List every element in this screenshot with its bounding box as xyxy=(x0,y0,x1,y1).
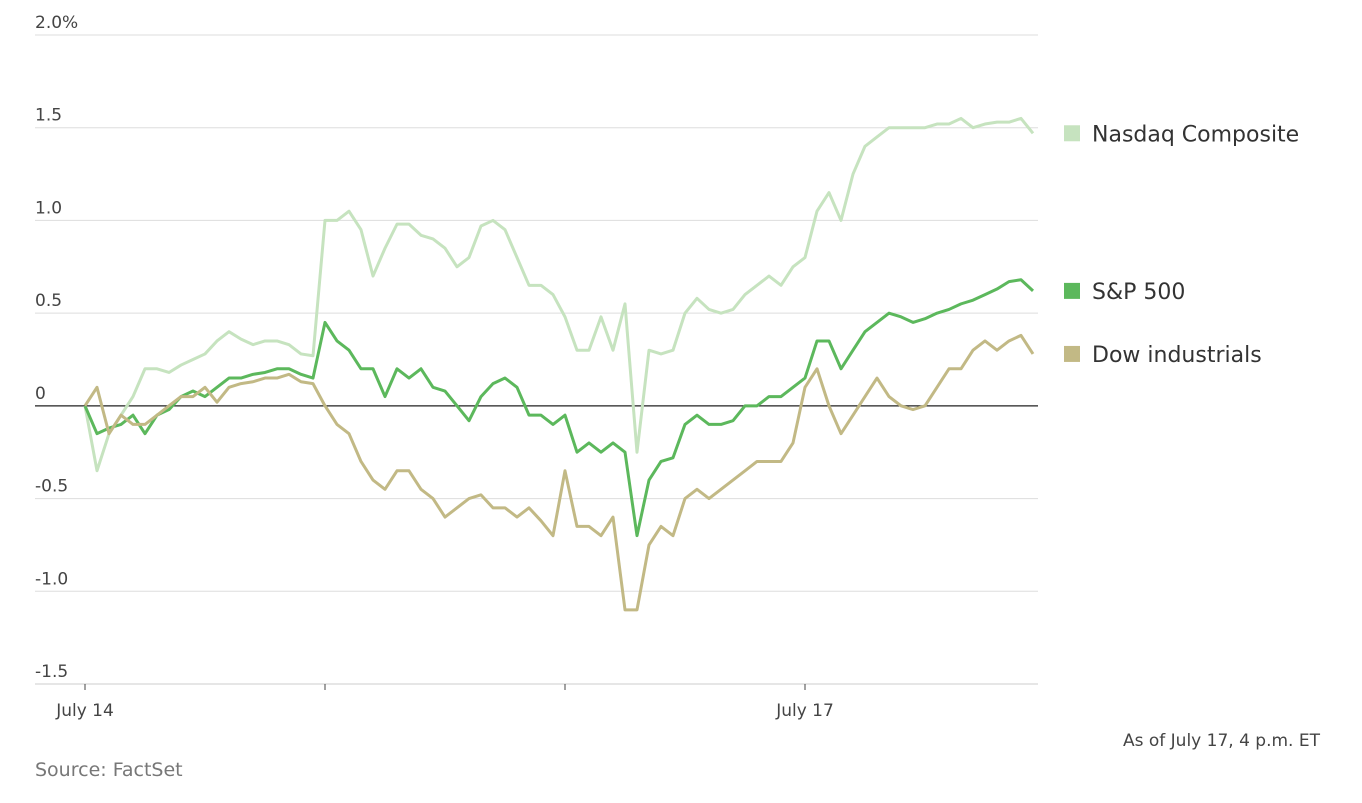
y-tick-label: 1.0 xyxy=(35,198,62,218)
x-tick-label: July 17 xyxy=(775,701,834,721)
y-tick-label: 0.5 xyxy=(35,291,62,311)
legend-label: S&P 500 xyxy=(1092,280,1185,305)
y-tick-label: -1.0 xyxy=(35,569,68,589)
y-tick-label: 0 xyxy=(35,384,46,404)
series-line xyxy=(83,116,1035,473)
series-line xyxy=(83,333,1035,612)
legend-swatch xyxy=(1064,345,1080,362)
note: As of July 17, 4 p.m. ET xyxy=(1123,731,1321,751)
y-tick-label: 2.0% xyxy=(35,13,78,33)
source: Source: FactSet xyxy=(35,759,183,781)
y-tick-label: 1.5 xyxy=(35,106,62,126)
y-tick-label: -0.5 xyxy=(35,477,68,497)
y-tick-label: -1.5 xyxy=(35,662,68,682)
legend-swatch xyxy=(1064,282,1080,299)
legend-label: Dow industrials xyxy=(1092,343,1262,368)
series-line xyxy=(83,278,1035,538)
x-tick-label: July 14 xyxy=(55,701,114,721)
legend-swatch xyxy=(1064,125,1080,142)
legend-label: Nasdaq Composite xyxy=(1092,122,1299,147)
